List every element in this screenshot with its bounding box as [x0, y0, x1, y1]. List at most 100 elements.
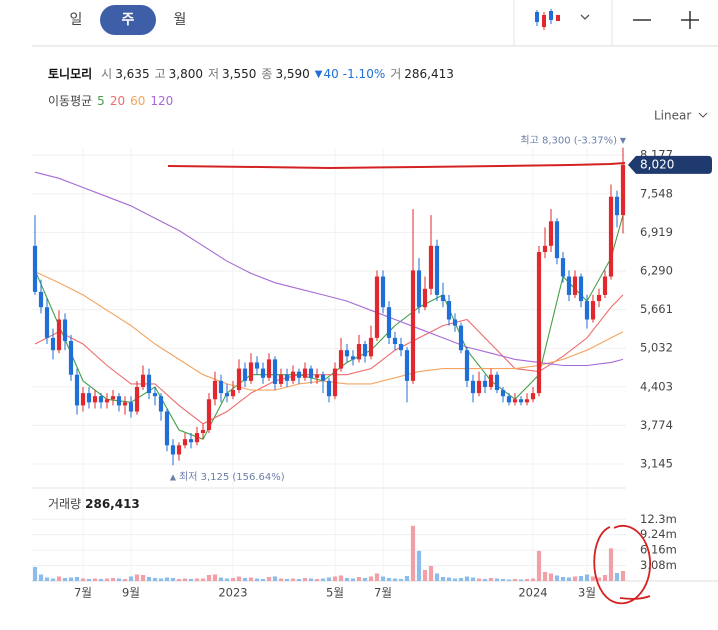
candle-body: [476, 380, 482, 394]
candle-body: [254, 362, 260, 369]
candle-body: [548, 221, 554, 246]
volume-bar: [278, 578, 284, 581]
candle-body: [536, 251, 542, 394]
volume-bar: [584, 574, 590, 581]
candle-body: [512, 399, 518, 403]
candle-body: [206, 399, 212, 430]
volume-bar: [398, 578, 404, 581]
candle-body: [488, 374, 494, 387]
selected-tab-bg: [100, 5, 156, 35]
candle-body: [194, 433, 200, 443]
candle-body: [266, 359, 272, 378]
candle-body: [458, 325, 464, 351]
volume-bar: [116, 578, 122, 581]
volume-bar: [86, 578, 92, 581]
volume-bar: [434, 573, 440, 581]
header-field: 종: [261, 67, 272, 81]
candle-body: [398, 344, 404, 351]
header-field: 5: [97, 94, 105, 108]
volume-bar: [68, 577, 74, 581]
volume-bar: [602, 574, 608, 581]
volume-bar: [452, 578, 458, 581]
volume-bar: [182, 578, 188, 581]
candle-body: [518, 399, 524, 403]
volume-bar: [620, 570, 626, 581]
y-tick-label: 6,290: [640, 263, 673, 277]
volume-bar: [458, 577, 464, 581]
volume-tick-label: 12.3m: [640, 512, 677, 526]
volume-bar: [194, 578, 200, 581]
candle-body: [374, 276, 380, 338]
volume-bar: [134, 574, 140, 581]
y-tick-label: 3,145: [640, 457, 673, 471]
scale-chevron[interactable]: [698, 112, 708, 118]
candle-body: [500, 390, 506, 397]
candle-body: [368, 337, 374, 357]
volume-bar: [56, 576, 62, 581]
volume-bar: [518, 579, 524, 581]
header-field: ▼: [315, 69, 323, 80]
candle-body: [452, 319, 458, 326]
candle-body: [230, 390, 236, 397]
candle-body: [422, 288, 428, 308]
volume-tick-label: 9.24m: [640, 527, 677, 541]
candle-body: [554, 221, 560, 259]
candle-body: [218, 380, 224, 394]
volume-bar: [50, 578, 56, 581]
volume-bar: [530, 578, 536, 581]
candle-icon[interactable]: [535, 9, 560, 30]
period-tab[interactable]: 주: [122, 12, 135, 28]
volume-bar: [428, 565, 434, 581]
candle-body: [296, 371, 302, 378]
dropdown-chevron[interactable]: [580, 14, 590, 20]
candle-body: [356, 344, 362, 360]
candle-body: [128, 402, 134, 412]
volume-bar: [404, 575, 410, 581]
hand-drawn-circle: [593, 525, 651, 605]
header-field: 286,413: [404, 67, 454, 81]
candle-body: [170, 445, 176, 455]
candle-body: [242, 368, 248, 381]
period-tab[interactable]: 월: [174, 12, 187, 28]
candle-body: [566, 276, 572, 295]
candle-body: [464, 350, 470, 381]
annotation-marker: ▲: [170, 473, 177, 482]
candle-body: [260, 368, 266, 378]
volume-bar: [422, 569, 428, 581]
candle-body: [212, 380, 218, 400]
x-tick-label: 7월: [374, 586, 392, 600]
volume-bar: [380, 576, 386, 581]
volume-bar: [260, 578, 266, 581]
volume-bar: [164, 577, 170, 581]
candle-body: [614, 196, 620, 216]
candle-body: [80, 393, 86, 406]
volume-bar: [440, 576, 446, 581]
candle-body: [428, 245, 434, 289]
candle-body: [590, 301, 596, 320]
candle-body: [62, 319, 68, 341]
candle-body: [584, 301, 590, 320]
period-tab[interactable]: 일: [70, 12, 83, 28]
volume-bar: [566, 577, 572, 581]
volume-bar: [326, 577, 332, 581]
quote-header: 토니모리 시 3,635 고 3,800 저 3,550 종 3,590 ▼40 -1.10% 거 28…: [48, 66, 454, 81]
header-field: 3,800: [169, 67, 203, 81]
volume-bar: [548, 573, 554, 581]
annotation-marker: ▼: [620, 136, 627, 145]
candle-body: [308, 368, 314, 378]
candle-body: [152, 393, 158, 397]
volume-bar: [506, 579, 512, 581]
header-field: 120: [150, 94, 173, 108]
volume-bar: [284, 578, 290, 581]
candle-body: [338, 350, 344, 369]
candle-body: [446, 301, 452, 320]
y-tick-label: 4,403: [640, 379, 673, 393]
candle-body: [572, 276, 578, 295]
volume-bar: [308, 578, 314, 581]
header-field: 3,550: [222, 67, 256, 81]
scale-mode[interactable]: Linear: [654, 109, 691, 123]
volume-bar: [98, 578, 104, 581]
volume-bar: [590, 576, 596, 581]
candle-body: [434, 245, 440, 295]
zoom-in[interactable]: [681, 11, 699, 29]
